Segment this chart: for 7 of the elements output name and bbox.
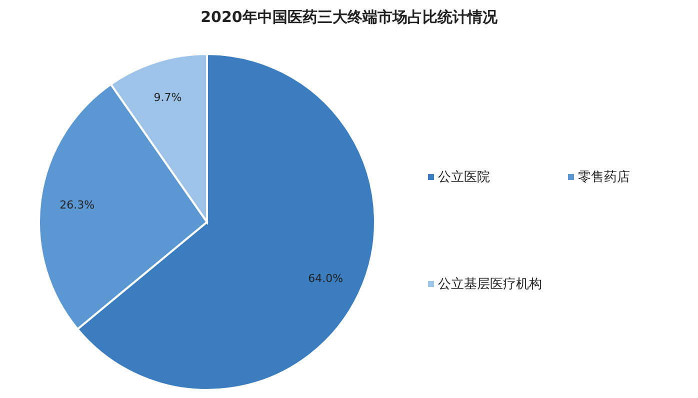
- chart-title: 2020年中国医药三大终端市场占比统计情况: [200, 8, 498, 26]
- legend-label: 公立基层医疗机构: [438, 276, 542, 292]
- legend-label: 零售药店: [578, 169, 630, 185]
- data-label: 64.0%: [308, 272, 344, 285]
- data-label: 26.3%: [60, 198, 95, 212]
- legend-label: 公立医院: [438, 169, 490, 185]
- data-label: 9.7%: [154, 90, 182, 104]
